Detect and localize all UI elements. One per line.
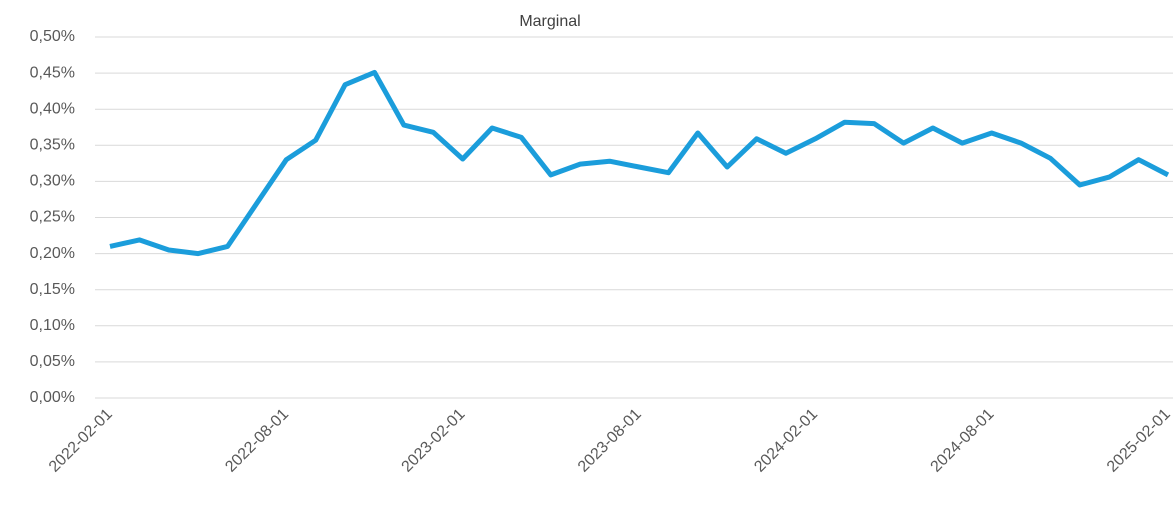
chart-title: Marginal: [519, 13, 580, 30]
x-tick-label: 2024-02-01: [751, 406, 821, 476]
y-tick-label: 0,45%: [30, 64, 75, 81]
y-tick-label: 0,15%: [30, 281, 75, 298]
line: [109, 69, 1170, 257]
x-tick-label: 2024-08-01: [928, 406, 998, 476]
y-tick-label: 0,05%: [30, 353, 75, 370]
y-tick-label: 0,35%: [30, 137, 75, 154]
x-tick-label: 2023-08-01: [575, 406, 645, 476]
y-tick-label: 0,30%: [30, 173, 75, 190]
x-tick-label: 2025-02-01: [1104, 406, 1173, 476]
y-tick-label: 0,40%: [30, 100, 75, 117]
x-tick-label: 2022-08-01: [222, 406, 292, 476]
y-tick-label: 0,00%: [30, 389, 75, 406]
y-tick-label: 0,20%: [30, 245, 75, 262]
x-tick-label: 2023-02-01: [399, 406, 469, 476]
y-tick-label: 0,10%: [30, 317, 75, 334]
x-tick-label: 2022-02-01: [46, 406, 116, 476]
y-tick-label: 0,25%: [30, 209, 75, 226]
y-tick-label: 0,50%: [30, 28, 75, 45]
